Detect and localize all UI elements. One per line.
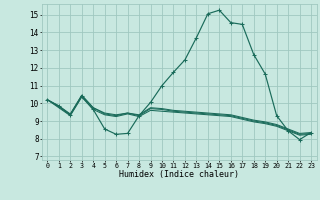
X-axis label: Humidex (Indice chaleur): Humidex (Indice chaleur) (119, 170, 239, 179)
